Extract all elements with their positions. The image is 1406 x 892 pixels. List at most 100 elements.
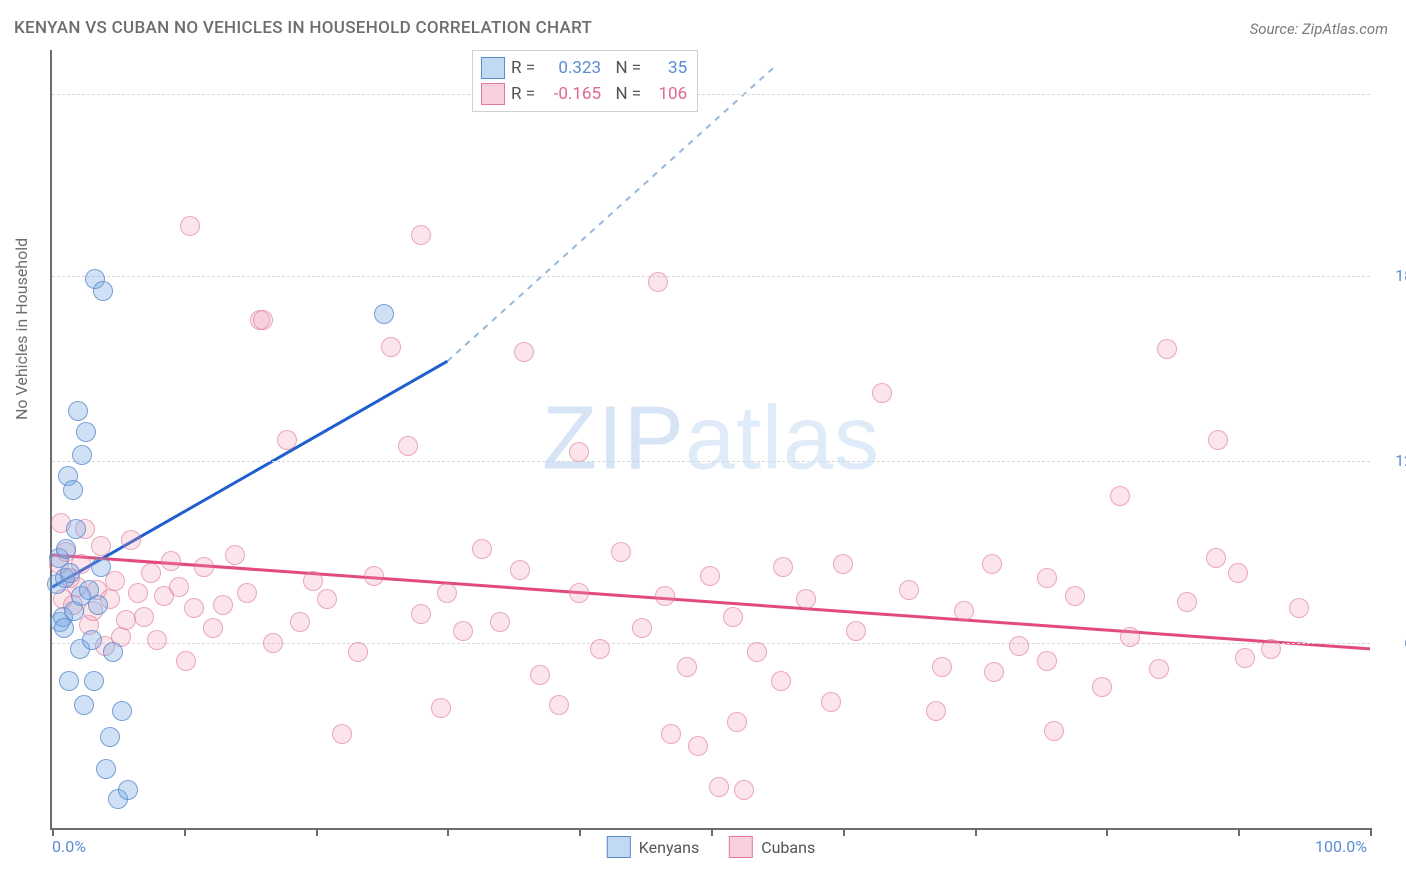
- scatter-point-kenyans: [74, 695, 94, 715]
- xtick: [184, 828, 186, 836]
- scatter-point-cubans: [332, 724, 352, 744]
- corr-n-kenyan: 35: [647, 58, 687, 78]
- scatter-point-cubans: [530, 665, 550, 685]
- scatter-point-kenyans: [93, 281, 113, 301]
- scatter-point-kenyans: [56, 539, 76, 559]
- scatter-point-cubans: [727, 712, 747, 732]
- scatter-point-cubans: [1009, 636, 1029, 656]
- watermark-secondary: atlas: [685, 389, 880, 489]
- scatter-point-kenyans: [63, 480, 83, 500]
- corr-r-cuban: -0.165: [541, 84, 601, 104]
- scatter-point-cubans: [932, 657, 952, 677]
- gridline: [52, 461, 1370, 462]
- chart-title: KENYAN VS CUBAN NO VEHICLES IN HOUSEHOLD…: [14, 18, 592, 38]
- scatter-point-kenyans: [66, 519, 86, 539]
- scatter-point-kenyans: [96, 759, 116, 779]
- scatter-point-cubans: [180, 216, 200, 236]
- legend-item-cubans: Cubans: [729, 836, 815, 858]
- legend-swatch-kenyan-icon: [607, 836, 631, 858]
- scatter-point-cubans: [1289, 598, 1309, 618]
- xtick-label: 0.0%: [52, 837, 86, 856]
- scatter-point-cubans: [1261, 639, 1281, 659]
- scatter-point-cubans: [1208, 430, 1228, 450]
- scatter-point-cubans: [105, 571, 125, 591]
- scatter-point-cubans: [982, 554, 1002, 574]
- scatter-point-cubans: [1206, 548, 1226, 568]
- scatter-point-cubans: [364, 566, 384, 586]
- scatter-point-cubans: [677, 657, 697, 677]
- scatter-point-cubans: [1149, 659, 1169, 679]
- xtick: [1106, 828, 1108, 836]
- swatch-kenyan-icon: [481, 57, 505, 79]
- xtick: [579, 828, 581, 836]
- scatter-point-kenyans: [374, 304, 394, 324]
- xtick: [447, 828, 449, 836]
- scatter-point-cubans: [437, 583, 457, 603]
- scatter-point-cubans: [549, 695, 569, 715]
- ytick-label: 18.8%: [1378, 266, 1406, 285]
- corr-n-cuban: 106: [647, 84, 687, 104]
- xtick: [316, 828, 318, 836]
- watermark: ZIPatlas: [542, 388, 880, 491]
- y-axis-label: No Vehicles in Household: [12, 238, 31, 420]
- scatter-point-cubans: [709, 777, 729, 797]
- corr-row-kenyans: R = 0.323 N = 35: [481, 55, 687, 81]
- scatter-point-cubans: [303, 571, 323, 591]
- scatter-point-cubans: [773, 557, 793, 577]
- scatter-point-cubans: [472, 539, 492, 559]
- xtick: [52, 828, 54, 836]
- scatter-point-cubans: [1235, 648, 1255, 668]
- scatter-point-cubans: [121, 530, 141, 550]
- scatter-point-kenyans: [118, 780, 138, 800]
- scatter-point-cubans: [91, 536, 111, 556]
- scatter-point-cubans: [1037, 568, 1057, 588]
- scatter-point-kenyans: [91, 557, 111, 577]
- scatter-point-cubans: [253, 310, 273, 330]
- scatter-point-cubans: [734, 780, 754, 800]
- scatter-point-cubans: [1157, 339, 1177, 359]
- scatter-point-cubans: [225, 545, 245, 565]
- scatter-point-cubans: [1065, 586, 1085, 606]
- scatter-point-kenyans: [72, 445, 92, 465]
- scatter-point-cubans: [747, 642, 767, 662]
- corr-n-label: N =: [607, 58, 641, 78]
- scatter-point-cubans: [134, 607, 154, 627]
- scatter-point-cubans: [984, 662, 1004, 682]
- scatter-point-kenyans: [112, 701, 132, 721]
- scatter-point-cubans: [1037, 651, 1057, 671]
- scatter-point-cubans: [833, 554, 853, 574]
- scatter-point-cubans: [128, 583, 148, 603]
- scatter-point-kenyans: [103, 642, 123, 662]
- xtick: [711, 828, 713, 836]
- legend-item-kenyans: Kenyans: [607, 836, 699, 858]
- scatter-point-cubans: [176, 651, 196, 671]
- scatter-point-cubans: [290, 612, 310, 632]
- scatter-point-cubans: [821, 692, 841, 712]
- corr-r-label: R =: [511, 58, 535, 78]
- scatter-point-cubans: [161, 551, 181, 571]
- scatter-point-cubans: [632, 618, 652, 638]
- plot-area: ZIPatlas R = 0.323 N = 35 R = -0.165 N =…: [50, 50, 1370, 830]
- scatter-point-kenyans: [100, 727, 120, 747]
- scatter-point-cubans: [1110, 486, 1130, 506]
- scatter-point-cubans: [1044, 721, 1064, 741]
- scatter-point-kenyans: [54, 618, 74, 638]
- gridline: [52, 276, 1370, 277]
- scatter-point-cubans: [147, 630, 167, 650]
- scatter-point-cubans: [237, 583, 257, 603]
- scatter-point-cubans: [590, 639, 610, 659]
- trend-lines: [52, 50, 1372, 830]
- scatter-point-cubans: [661, 724, 681, 744]
- scatter-point-cubans: [213, 595, 233, 615]
- scatter-point-cubans: [431, 698, 451, 718]
- xtick: [1238, 828, 1240, 836]
- scatter-point-cubans: [954, 601, 974, 621]
- scatter-point-cubans: [700, 566, 720, 586]
- scatter-point-cubans: [611, 542, 631, 562]
- corr-r-kenyan: 0.323: [541, 58, 601, 78]
- scatter-point-cubans: [453, 621, 473, 641]
- scatter-point-cubans: [655, 586, 675, 606]
- scatter-point-cubans: [263, 633, 283, 653]
- ytick-label: 12.5%: [1378, 451, 1406, 470]
- scatter-point-cubans: [514, 342, 534, 362]
